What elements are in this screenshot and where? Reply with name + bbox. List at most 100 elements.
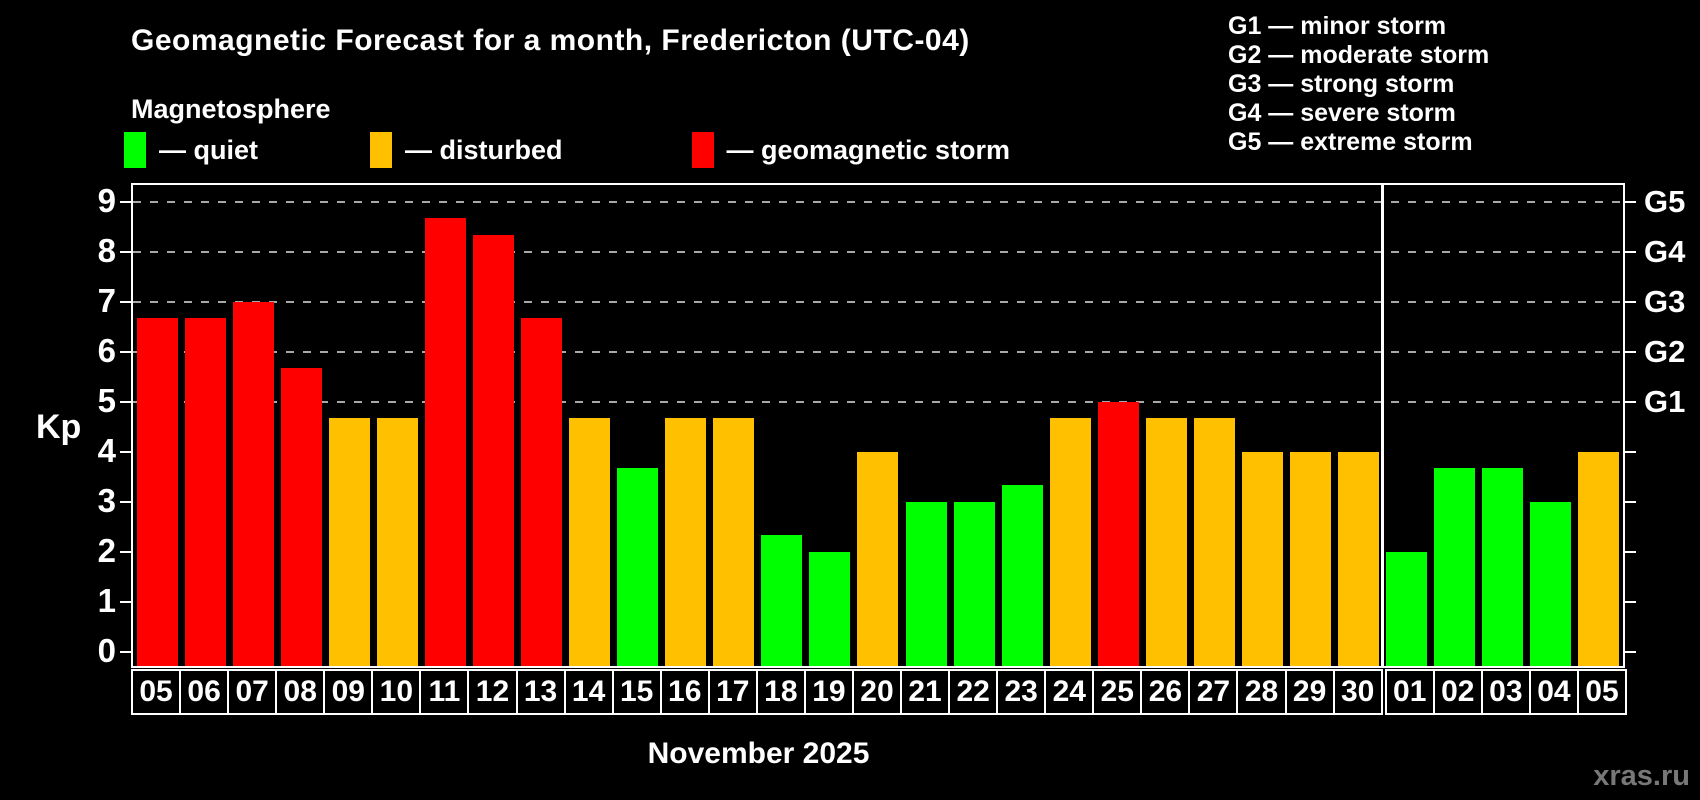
legend-label: — geomagnetic storm — [726, 134, 1011, 165]
g-scale-line: G5 — extreme storm — [1228, 128, 1473, 156]
kp-bar — [1145, 418, 1187, 666]
day-label-cell: 05 — [1576, 669, 1627, 715]
day-label-cell: 02 — [1432, 669, 1483, 715]
legend-label: — disturbed — [405, 134, 563, 165]
kp-bar — [1434, 468, 1476, 666]
y-axis-tick-left — [120, 200, 131, 203]
day-label-cell: 17 — [707, 669, 758, 715]
kp-bar — [136, 318, 178, 666]
disturbed-color-swatch — [370, 132, 392, 168]
quiet-color-swatch — [124, 132, 146, 168]
day-label-cell: 12 — [467, 669, 518, 715]
y-axis-tick-right — [1625, 650, 1636, 653]
y-axis-tick-right — [1625, 500, 1636, 503]
y-axis-tick-label: 2 — [97, 531, 116, 569]
y-axis-tick-left — [120, 400, 131, 403]
x-axis-day-labels: 05 06 07 08 09 10 11 12 13 14 15 16 17 18 19 20 21 22 23 24… — [131, 669, 1631, 715]
legend: — quiet — disturbed — geomagnetic storm — [124, 131, 1046, 169]
day-label-cell: 24 — [1044, 669, 1095, 715]
y-axis-tick-label: 7 — [97, 281, 116, 319]
day-label-cell: 27 — [1188, 669, 1239, 715]
y-axis-tick-label: 4 — [97, 431, 116, 469]
right-axis-label-g1: G1 — [1644, 383, 1686, 419]
day-label-cell: 29 — [1284, 669, 1335, 715]
day-label-cell: 15 — [611, 669, 662, 715]
kp-bar — [1290, 451, 1332, 666]
gridline-kp9 — [133, 200, 1623, 203]
day-label-cell: 18 — [755, 669, 806, 715]
y-axis-tick-right — [1625, 300, 1636, 303]
kp-bar — [472, 235, 514, 666]
storm-color-swatch — [691, 132, 714, 168]
day-label-cell: 14 — [563, 669, 614, 715]
g-scale-line: G3 — strong storm — [1228, 70, 1455, 98]
day-label-cell: 03 — [1480, 669, 1531, 715]
day-label-cell: 10 — [371, 669, 422, 715]
kp-bar — [232, 301, 274, 666]
y-axis-tick-left — [120, 350, 131, 353]
kp-bar — [1049, 418, 1091, 666]
gridline-kp8 — [133, 250, 1623, 253]
kp-bar — [905, 501, 947, 666]
chart-title: Geomagnetic Forecast for a month, Freder… — [131, 24, 970, 57]
legend-item-quiet: — quiet — [124, 132, 258, 168]
kp-bar — [857, 451, 899, 666]
y-axis-tick-right — [1625, 350, 1636, 353]
kp-bar — [1578, 451, 1620, 666]
y-axis-tick-right — [1625, 200, 1636, 203]
right-axis-label-g2: G2 — [1644, 333, 1686, 369]
y-axis-tick-label: 6 — [97, 331, 116, 369]
day-label-cell: 01 — [1384, 669, 1435, 715]
y-axis-tick-left — [120, 650, 131, 653]
day-label-cell: 19 — [803, 669, 854, 715]
right-axis-label-g4: G4 — [1644, 233, 1686, 269]
day-label-cell: 28 — [1236, 669, 1287, 715]
day-label-cell: 20 — [851, 669, 903, 715]
kp-bar — [1001, 485, 1043, 666]
y-axis-tick-label: 0 — [97, 631, 116, 669]
kp-bar — [376, 418, 418, 666]
kp-bar — [953, 501, 995, 666]
g-scale-legend: G1 — minor storm G2 — moderate storm G3 … — [1228, 12, 1489, 157]
kp-bar — [184, 318, 226, 666]
chart-subtitle: Magnetosphere — [131, 94, 331, 124]
day-label-cell: 22 — [948, 669, 999, 715]
y-axis-tick-label: 5 — [97, 381, 116, 419]
day-label-cell: 30 — [1332, 669, 1383, 715]
y-axis-tick-label: 9 — [97, 181, 116, 219]
day-label-cell: 26 — [1140, 669, 1191, 715]
day-label-cell: 23 — [996, 669, 1047, 715]
y-axis-tick-label: 1 — [97, 581, 116, 619]
right-axis-label-g3: G3 — [1644, 283, 1686, 319]
kp-bar — [569, 418, 611, 666]
kp-bar — [280, 368, 322, 666]
day-label-cell: 09 — [323, 669, 374, 715]
g-scale-line: G2 — moderate storm — [1228, 41, 1490, 69]
gridline-kp5 — [133, 400, 1623, 403]
gridline-kp6 — [133, 350, 1623, 353]
legend-item-disturbed: — disturbed — [370, 132, 563, 168]
day-label-cell: 05 — [131, 669, 182, 715]
y-axis-tick-right — [1625, 550, 1636, 553]
legend-item-storm: — geomagnetic storm — [691, 132, 1011, 168]
y-axis-tick-left — [120, 550, 131, 553]
kp-bar — [1241, 451, 1283, 666]
day-label-cell: 06 — [179, 669, 230, 715]
kp-bar — [328, 418, 370, 666]
kp-bar — [809, 551, 851, 666]
gridline-kp7 — [133, 300, 1623, 303]
day-label-cell: 04 — [1528, 669, 1579, 715]
y-axis-tick-right — [1625, 400, 1636, 403]
y-axis-tick-left — [120, 600, 131, 603]
kp-bar — [1530, 501, 1572, 666]
plot-area — [131, 183, 1625, 668]
legend-label: — quiet — [159, 134, 258, 165]
y-axis-tick-right — [1625, 600, 1636, 603]
watermark: xras.ru — [1593, 760, 1690, 792]
kp-bar — [424, 218, 466, 666]
kp-bar — [1386, 551, 1428, 666]
kp-bar — [1097, 401, 1139, 666]
g-scale-line: G1 — minor storm — [1228, 12, 1447, 40]
kp-bar — [761, 535, 803, 666]
y-axis-title: Kp — [36, 408, 82, 446]
